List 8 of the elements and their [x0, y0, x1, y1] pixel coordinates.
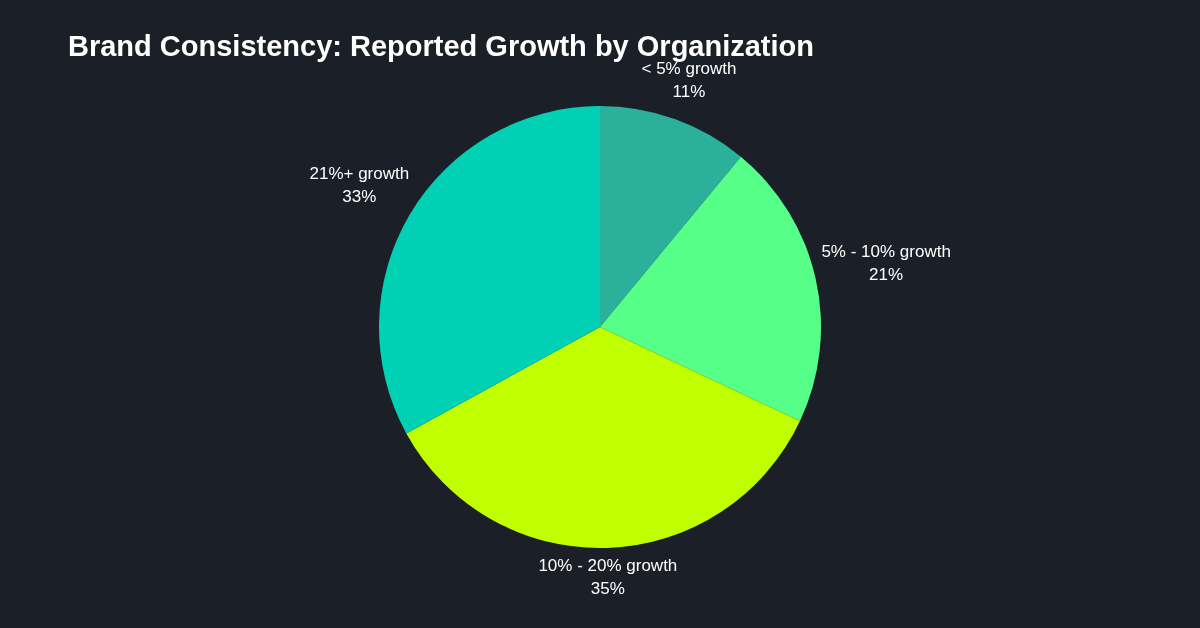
data-label: 11% [672, 81, 706, 101]
slice-label: 21%+ growth [309, 163, 410, 183]
data-label: 33% [342, 186, 377, 206]
data-label: 35% [590, 579, 625, 599]
slice-label: 10% - 20% growth [538, 556, 678, 576]
chart-title: Brand Consistency: Reported Growth by Organization [68, 29, 815, 62]
slice-label: 5% - 10% growth [821, 242, 951, 262]
data-label: 21% [869, 265, 904, 285]
